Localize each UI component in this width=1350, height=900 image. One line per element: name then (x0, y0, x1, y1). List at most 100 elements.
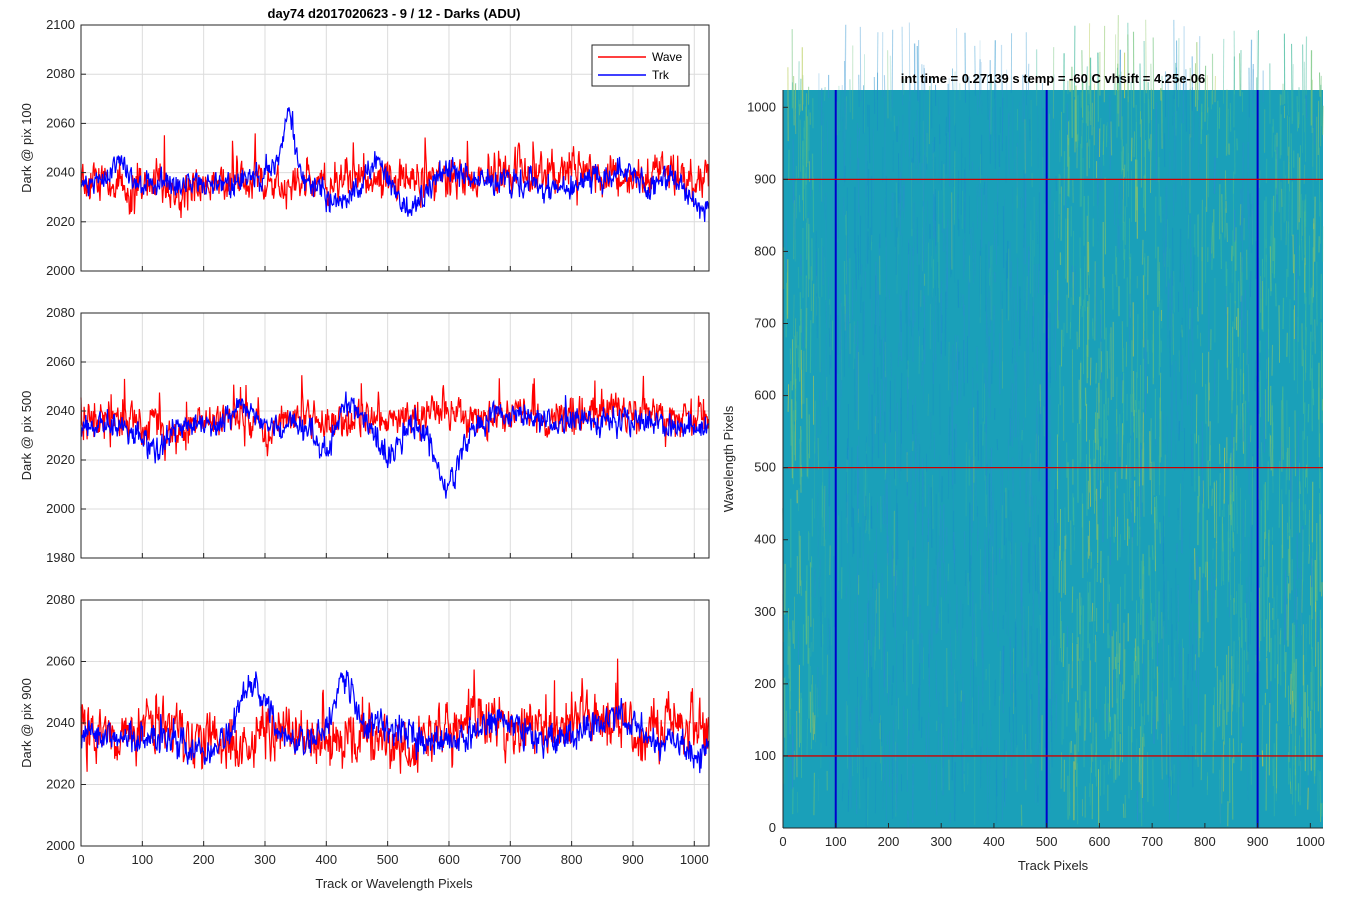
heatmap-streak (1118, 74, 1120, 127)
heatmap-streak (1298, 735, 1300, 766)
heatmap-streak (964, 32, 967, 103)
heatmap-streak (1246, 594, 1248, 650)
heatmap-streak (1041, 363, 1043, 422)
heatmap-streak (948, 341, 950, 391)
heatmap-streak (1156, 672, 1159, 740)
heatmap-streak (1142, 412, 1144, 486)
heatmap-streak (923, 68, 926, 93)
heatmap-streak (872, 574, 874, 591)
heatmap-streak (1005, 537, 1007, 612)
heatmap-streak (945, 116, 947, 136)
heatmap-streak (1200, 103, 1203, 145)
heatmap-streak (974, 243, 977, 276)
x-tick-label: 1000 (680, 852, 709, 867)
heatmap-streak (879, 398, 882, 426)
heatmap-streak (931, 474, 934, 530)
heatmap-streak (1320, 75, 1322, 147)
heatmap-streak (952, 703, 954, 717)
heatmap-streak (885, 317, 887, 391)
heatmap-streak (828, 304, 831, 375)
heatmap-streak (906, 364, 909, 422)
heatmap-streak (910, 320, 913, 337)
heatmap-streak (1135, 400, 1137, 413)
heatmap-streak (1141, 239, 1144, 265)
heatmap-streak (806, 116, 809, 164)
heatmap-streak (876, 274, 878, 301)
series-line-trk (80, 670, 709, 774)
heatmap-streak (1299, 760, 1302, 806)
heatmap-streak (854, 358, 856, 420)
heatmap-streak (1122, 803, 1125, 818)
heatmap-streak (813, 715, 816, 735)
heatmap-streak (1310, 710, 1312, 771)
heatmap-streak (1229, 494, 1232, 563)
heatmap-streak (1281, 387, 1284, 409)
heatmap-streak (1255, 233, 1257, 244)
heatmap-streak (1265, 743, 1268, 811)
heatmap-streak (1288, 516, 1290, 574)
heatmap-streak (890, 352, 893, 378)
heatmap-streak (991, 553, 994, 602)
heatmap-streak (1051, 638, 1053, 702)
heatmap-streak (1032, 495, 1034, 553)
heatmap-streak (964, 569, 967, 587)
heatmap-streak (1158, 302, 1161, 376)
heatmap-streak (1268, 702, 1271, 776)
y-tick-label: 2020 (46, 452, 75, 467)
heatmap-streak (1288, 146, 1290, 184)
heatmap-streak (1008, 113, 1010, 175)
heatmap-streak (895, 182, 898, 228)
heatmap-streak (986, 297, 988, 335)
x-tick-label: 0 (77, 852, 84, 867)
heatmap-streak (1316, 291, 1318, 327)
heatmap-streak (1028, 119, 1031, 141)
heatmap-streak (930, 487, 933, 548)
heatmap-streak (871, 569, 874, 588)
heatmap-streak (1102, 124, 1105, 155)
heatmap-streak (1179, 497, 1181, 536)
heatmap-streak (1110, 121, 1113, 156)
heatmap-streak (1216, 100, 1219, 159)
heatmap-streak (856, 696, 859, 774)
heatmap-streak (895, 217, 898, 275)
heatmap-streak (927, 518, 930, 545)
heatmap-streak (864, 465, 867, 517)
heatmap-streak (1228, 521, 1230, 580)
heatmap-streak (1123, 249, 1126, 279)
heatmap-streak (896, 402, 898, 471)
heatmap-streak (1227, 645, 1230, 712)
series-line-trk (80, 391, 709, 499)
heatmap-streak (1226, 222, 1228, 243)
heatmap-streak (1167, 280, 1169, 349)
heatmap-streak (1068, 663, 1070, 703)
heatmap-streak (1270, 435, 1272, 471)
legend: Wave Trk (591, 44, 690, 87)
heatmap-streak (1043, 406, 1045, 437)
heatmap-streak (960, 348, 962, 401)
heatmap-streak (950, 354, 952, 432)
heatmap-streak (1290, 133, 1293, 179)
heatmap-streak (799, 315, 802, 370)
heatmap-streak (983, 181, 985, 195)
heatmap-streak (1185, 143, 1187, 210)
heatmap-streak (1156, 599, 1159, 666)
heatmap-streak (1117, 15, 1119, 91)
heatmap-streak (1242, 508, 1244, 551)
x-tick-label: 400 (315, 852, 337, 867)
axes-frame (80, 24, 710, 272)
heatmap-streak (1229, 560, 1232, 601)
heatmap-streak (1088, 520, 1091, 556)
y-tick-label: 2060 (46, 354, 75, 369)
axes-frame (80, 312, 710, 559)
heatmap-streak (1179, 483, 1181, 541)
heatmap-streak (1244, 400, 1247, 467)
x-tick-label: 800 (1194, 834, 1216, 849)
heatmap-streak (972, 221, 975, 284)
heatmap-streak (1037, 263, 1040, 294)
heatmap-streak (990, 74, 992, 135)
heatmap-streak (799, 104, 801, 116)
heatmap-streak (1221, 194, 1223, 233)
heatmap-streak (929, 412, 932, 450)
heatmap-streak (1048, 292, 1050, 373)
heatmap-streak (799, 443, 801, 455)
